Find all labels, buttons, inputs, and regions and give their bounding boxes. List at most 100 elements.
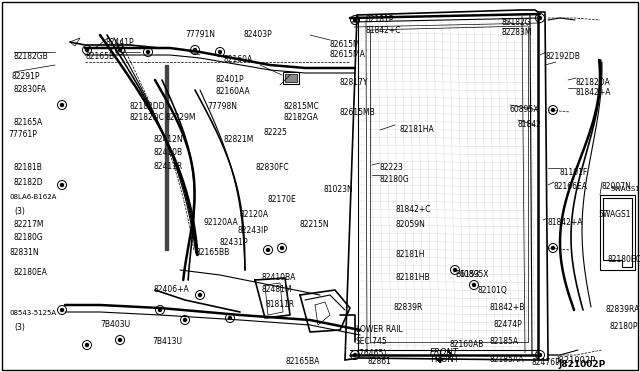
Text: 82180P: 82180P: [610, 322, 639, 331]
Text: 82283M: 82283M: [502, 28, 532, 37]
Text: 77761P: 77761P: [8, 130, 37, 139]
Text: 82182G: 82182G: [502, 18, 532, 27]
Text: FRONT: FRONT: [430, 355, 459, 364]
Text: 82181H: 82181H: [395, 250, 424, 259]
Text: 82192DB: 82192DB: [546, 52, 581, 61]
Text: 82182D: 82182D: [14, 178, 44, 187]
Circle shape: [472, 283, 476, 286]
Circle shape: [61, 103, 63, 106]
Text: 82403P: 82403P: [243, 30, 272, 39]
Text: 82830FA: 82830FA: [14, 85, 47, 94]
Circle shape: [353, 19, 356, 22]
Circle shape: [61, 308, 63, 311]
Text: LOWER RAIL: LOWER RAIL: [356, 325, 403, 334]
Text: 82185A: 82185A: [490, 337, 519, 346]
Text: 81842+C: 81842+C: [395, 205, 431, 214]
Text: 82410BA: 82410BA: [261, 273, 296, 282]
Text: 82481M: 82481M: [262, 285, 292, 294]
Text: 82180EA: 82180EA: [14, 268, 48, 277]
Circle shape: [86, 48, 88, 51]
Circle shape: [184, 318, 186, 321]
Text: 5WAGS1: 5WAGS1: [610, 186, 640, 192]
Text: 08543-5125A: 08543-5125A: [10, 310, 57, 316]
Bar: [285, 74, 297, 82]
Text: 82821M: 82821M: [224, 135, 254, 144]
Text: 81101F: 81101F: [560, 168, 588, 177]
Text: 82170E: 82170E: [268, 195, 297, 204]
Text: J821002P: J821002P: [558, 360, 605, 369]
Text: 7B413U: 7B413U: [152, 337, 182, 346]
Text: 82831N: 82831N: [10, 248, 40, 257]
Text: 82839RA: 82839RA: [606, 305, 640, 314]
Text: 82165BB: 82165BB: [196, 248, 230, 257]
Text: 82474P: 82474P: [494, 320, 523, 329]
Circle shape: [552, 247, 554, 250]
Circle shape: [147, 51, 150, 54]
Circle shape: [280, 247, 284, 250]
Text: 82165BA: 82165BA: [285, 357, 319, 366]
Text: 82291P: 82291P: [12, 72, 40, 81]
Text: SEC.745: SEC.745: [356, 337, 388, 346]
Text: 82615MB: 82615MB: [340, 108, 376, 117]
Circle shape: [218, 51, 221, 54]
Text: 77798N: 77798N: [207, 102, 237, 111]
Circle shape: [552, 109, 554, 112]
Text: 82181P: 82181P: [366, 15, 394, 24]
Text: (3): (3): [14, 207, 25, 216]
Text: 60895X: 60895X: [460, 270, 490, 279]
Text: 82441P: 82441P: [105, 38, 134, 47]
Text: 82830FC: 82830FC: [255, 163, 289, 172]
Text: 82410B: 82410B: [153, 148, 182, 157]
Text: 82406+A: 82406+A: [154, 285, 189, 294]
Text: (3): (3): [14, 323, 25, 332]
Text: 82615MA: 82615MA: [330, 50, 366, 59]
Text: 82839R: 82839R: [393, 303, 422, 312]
Bar: [283, 72, 299, 84]
Text: 82101Q: 82101Q: [478, 286, 508, 295]
Text: 82431P: 82431P: [220, 238, 248, 247]
Text: 81811R: 81811R: [266, 300, 295, 309]
Text: 82160AB: 82160AB: [450, 340, 484, 349]
Circle shape: [266, 248, 269, 251]
Text: 82217M: 82217M: [14, 220, 45, 229]
Circle shape: [538, 353, 541, 356]
Text: 82182GB: 82182GB: [14, 52, 49, 61]
Text: 82412N: 82412N: [153, 135, 182, 144]
Text: 82180G: 82180G: [14, 233, 44, 242]
Text: 81842+A: 81842+A: [576, 88, 611, 97]
Text: 7B403U: 7B403U: [100, 320, 130, 329]
Circle shape: [86, 343, 88, 346]
Text: 60895X: 60895X: [510, 105, 540, 114]
Circle shape: [198, 294, 202, 296]
Circle shape: [118, 339, 122, 341]
Text: 82223: 82223: [380, 163, 404, 172]
Text: (76465): (76465): [356, 349, 387, 358]
Text: J821002P: J821002P: [556, 356, 595, 365]
Text: 82160A: 82160A: [224, 55, 253, 64]
Text: 77791N: 77791N: [185, 30, 215, 39]
Circle shape: [193, 48, 196, 51]
Text: 82185AA: 82185AA: [490, 355, 525, 364]
Text: 82181HB: 82181HB: [395, 273, 429, 282]
Circle shape: [118, 48, 122, 51]
Polygon shape: [165, 65, 168, 250]
Text: 82182DD: 82182DD: [130, 102, 166, 111]
Circle shape: [159, 308, 161, 311]
Text: 82215N: 82215N: [300, 220, 330, 229]
Text: 5WAGS1: 5WAGS1: [598, 210, 630, 219]
Text: 82180G: 82180G: [380, 175, 410, 184]
Text: 82861: 82861: [368, 357, 392, 366]
Text: 82181HA: 82181HA: [400, 125, 435, 134]
Text: 81842+B: 81842+B: [490, 303, 525, 312]
Text: 82059N: 82059N: [395, 220, 425, 229]
Text: 82401P: 82401P: [216, 75, 244, 84]
Text: 08LA6-B162A: 08LA6-B162A: [10, 194, 58, 200]
Text: 92120AA: 92120AA: [203, 218, 237, 227]
Text: 81842+C: 81842+C: [366, 26, 401, 35]
Text: 81023N: 81023N: [323, 185, 353, 194]
Text: 81842: 81842: [518, 120, 542, 129]
Circle shape: [353, 353, 356, 356]
Text: 82817Y: 82817Y: [340, 78, 369, 87]
Text: 82615M: 82615M: [330, 40, 360, 49]
Text: 82411R: 82411R: [153, 162, 182, 171]
